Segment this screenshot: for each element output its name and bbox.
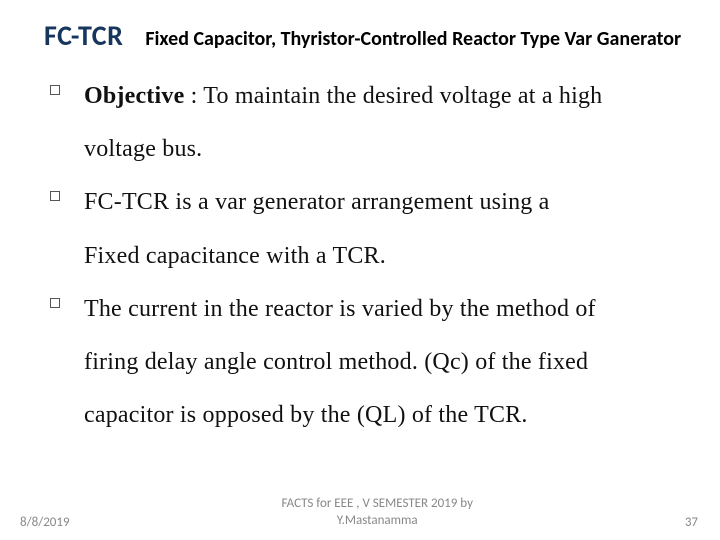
bullet-square-icon: [50, 191, 60, 201]
bullet-text: The current in the reactor is varied by …: [84, 288, 596, 331]
bullet-continuation: Fixed capacitance with a TCR.: [84, 235, 704, 278]
bullet-text-rest: : To maintain the desired voltage at a h…: [184, 83, 602, 109]
footer-page-number: 37: [685, 515, 698, 530]
footer-line1: FACTS for EEE , V SEMESTER 2019 by: [281, 496, 473, 511]
bullet-item: The current in the reactor is varied by …: [50, 288, 704, 331]
footer-center: FACTS for EEE , V SEMESTER 2019 by Y.Mas…: [281, 496, 473, 530]
slide-header: FC-TCR Fixed Capacitor, Thyristor-Contro…: [0, 0, 720, 53]
slide: FC-TCR Fixed Capacitor, Thyristor-Contro…: [0, 0, 720, 540]
bullet-text: Objective : To maintain the desired volt…: [84, 75, 602, 118]
bullet-item: FC-TCR is a var generator arrangement us…: [50, 181, 704, 224]
title-subtitle: Fixed Capacitor, Thyristor-Controlled Re…: [145, 27, 681, 51]
bullet-continuation: voltage bus.: [84, 128, 704, 171]
bullet-continuation: capacitor is opposed by the (QL) of the …: [84, 394, 704, 437]
bullet-item: Objective : To maintain the desired volt…: [50, 75, 704, 118]
slide-footer: 8/8/2019 FACTS for EEE , V SEMESTER 2019…: [0, 496, 720, 530]
bullet-continuation: firing delay angle control method. (Qc) …: [84, 341, 704, 384]
bullet-text: FC-TCR is a var generator arrangement us…: [84, 181, 550, 224]
title-main: FC-TCR: [44, 18, 123, 53]
slide-body: Objective : To maintain the desired volt…: [0, 53, 720, 437]
bullet-square-icon: [50, 298, 60, 308]
bullet-square-icon: [50, 85, 60, 95]
footer-date: 8/8/2019: [20, 515, 70, 530]
objective-label: Objective: [84, 83, 184, 109]
footer-line2: Y.Mastanamma: [337, 513, 418, 528]
